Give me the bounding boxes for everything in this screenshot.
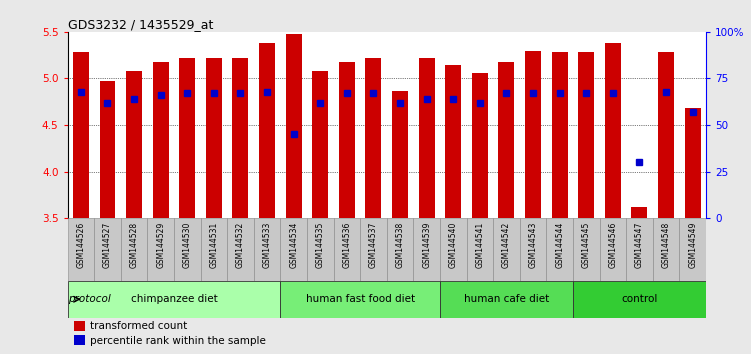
Bar: [499, 62, 514, 218]
Bar: [74, 335, 86, 346]
Text: GSM144542: GSM144542: [502, 222, 511, 268]
Bar: [94, 218, 121, 281]
Bar: [466, 218, 493, 281]
Text: percentile rank within the sample: percentile rank within the sample: [90, 336, 266, 346]
Bar: [147, 218, 174, 281]
Bar: [280, 281, 440, 318]
Bar: [152, 62, 169, 218]
Bar: [360, 218, 387, 281]
Bar: [227, 218, 254, 281]
Text: protocol: protocol: [68, 294, 111, 304]
Bar: [259, 43, 275, 218]
Text: GSM144539: GSM144539: [422, 222, 431, 268]
Bar: [605, 43, 621, 218]
Bar: [339, 62, 354, 218]
Text: GSM144544: GSM144544: [555, 222, 564, 268]
Bar: [68, 281, 280, 318]
Bar: [578, 52, 594, 218]
Text: GSM144546: GSM144546: [608, 222, 617, 268]
Bar: [254, 218, 280, 281]
Bar: [626, 218, 653, 281]
Text: GSM144548: GSM144548: [662, 222, 671, 268]
Bar: [333, 218, 360, 281]
Text: control: control: [621, 294, 658, 304]
Text: GSM144535: GSM144535: [315, 222, 324, 268]
Bar: [493, 218, 520, 281]
Text: GSM144526: GSM144526: [77, 222, 86, 268]
Bar: [392, 91, 408, 218]
Bar: [74, 321, 86, 331]
Bar: [685, 108, 701, 218]
Text: GSM144534: GSM144534: [289, 222, 298, 268]
Bar: [174, 218, 201, 281]
Bar: [658, 52, 674, 218]
Bar: [520, 218, 547, 281]
Bar: [440, 281, 573, 318]
Text: chimpanzee diet: chimpanzee diet: [131, 294, 217, 304]
Bar: [552, 52, 568, 218]
Text: GSM144547: GSM144547: [635, 222, 644, 268]
Bar: [387, 218, 413, 281]
Text: GSM144541: GSM144541: [475, 222, 484, 268]
Text: transformed count: transformed count: [90, 321, 187, 331]
Text: GSM144528: GSM144528: [130, 222, 139, 268]
Bar: [525, 51, 541, 218]
Bar: [419, 58, 435, 218]
Bar: [680, 218, 706, 281]
Bar: [99, 81, 116, 218]
Bar: [68, 218, 94, 281]
Bar: [307, 218, 333, 281]
Bar: [653, 218, 680, 281]
Bar: [280, 218, 307, 281]
Text: GSM144532: GSM144532: [236, 222, 245, 268]
Bar: [632, 207, 647, 218]
Bar: [126, 71, 142, 218]
Bar: [472, 73, 488, 218]
Bar: [73, 52, 89, 218]
Bar: [366, 58, 382, 218]
Text: GSM144536: GSM144536: [342, 222, 351, 268]
Text: GDS3232 / 1435529_at: GDS3232 / 1435529_at: [68, 18, 213, 31]
Bar: [440, 218, 466, 281]
Bar: [573, 281, 706, 318]
Bar: [599, 218, 626, 281]
Bar: [413, 218, 440, 281]
Bar: [285, 34, 302, 218]
Text: GSM144529: GSM144529: [156, 222, 165, 268]
Text: GSM144545: GSM144545: [582, 222, 591, 268]
Text: GSM144543: GSM144543: [529, 222, 538, 268]
Bar: [179, 58, 195, 218]
Text: GSM144530: GSM144530: [182, 222, 192, 268]
Text: GSM144527: GSM144527: [103, 222, 112, 268]
Bar: [547, 218, 573, 281]
Text: GSM144549: GSM144549: [688, 222, 697, 268]
Text: human fast food diet: human fast food diet: [306, 294, 415, 304]
Text: GSM144531: GSM144531: [210, 222, 219, 268]
Text: GSM144540: GSM144540: [449, 222, 458, 268]
Bar: [201, 218, 227, 281]
Bar: [445, 64, 461, 218]
Bar: [206, 58, 222, 218]
Text: GSM144533: GSM144533: [263, 222, 272, 268]
Bar: [573, 218, 599, 281]
Bar: [312, 71, 328, 218]
Bar: [121, 218, 147, 281]
Bar: [233, 58, 249, 218]
Text: GSM144538: GSM144538: [396, 222, 405, 268]
Text: human cafe diet: human cafe diet: [464, 294, 549, 304]
Text: GSM144537: GSM144537: [369, 222, 378, 268]
